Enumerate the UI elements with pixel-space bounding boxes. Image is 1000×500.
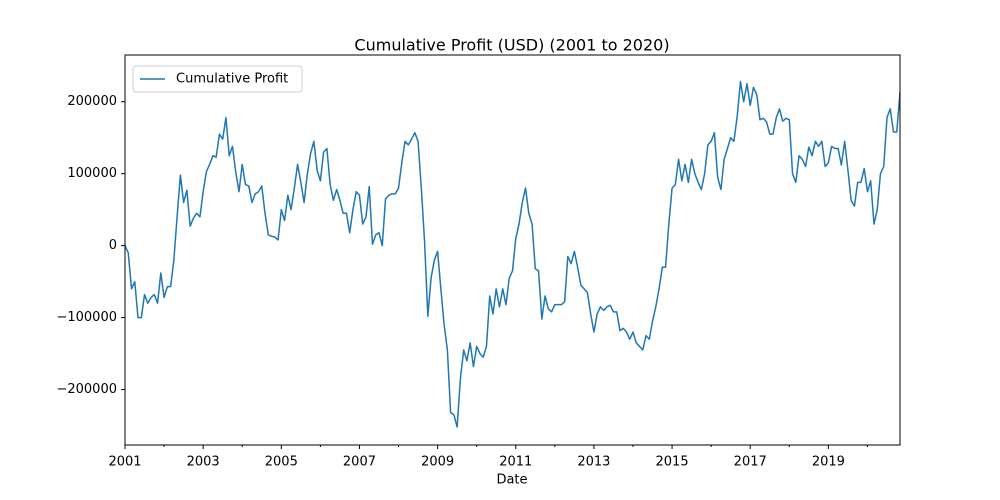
x-tick-label: 2015 xyxy=(656,455,689,470)
series-line xyxy=(124,80,901,428)
y-tick-label: 200000 xyxy=(67,94,117,109)
legend-box xyxy=(132,65,303,93)
x-tick-label: 2009 xyxy=(421,455,454,470)
x-tick-label: 2003 xyxy=(187,455,220,470)
y-tick-label: 100000 xyxy=(67,166,117,181)
legend-label: Cumulative Profit xyxy=(176,72,288,87)
x-tick-label: 2005 xyxy=(265,455,298,470)
x-tick-label: 2013 xyxy=(577,455,610,470)
x-tick-label: 2007 xyxy=(343,455,376,470)
x-tick-label: 2001 xyxy=(108,455,141,470)
x-axis-label: Date xyxy=(496,473,527,488)
y-tick-label: −100000 xyxy=(56,310,117,325)
x-tick-label: 2019 xyxy=(812,455,845,470)
chart-title: Cumulative Profit (USD) (2001 to 2020) xyxy=(354,36,669,55)
x-tick-label: 2011 xyxy=(499,455,532,470)
y-tick-label: 0 xyxy=(109,238,117,253)
plot-frame xyxy=(124,54,901,446)
x-tick-label: 2017 xyxy=(734,455,767,470)
y-tick-label: −200000 xyxy=(56,382,117,397)
